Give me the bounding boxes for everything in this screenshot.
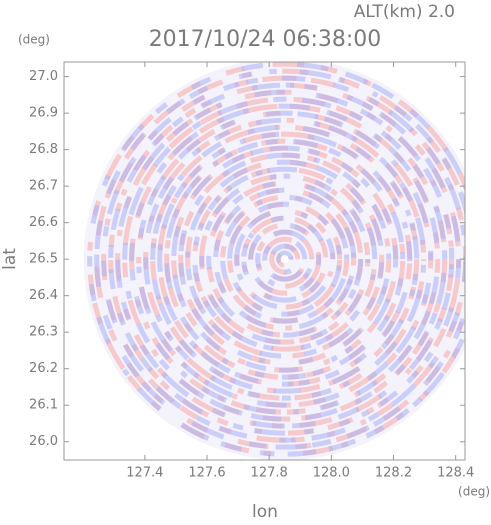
y-tick-label: 26.1	[29, 398, 58, 413]
y-tick-label: 26.3	[29, 325, 58, 340]
radar-ring	[164, 138, 406, 380]
y-tick-label: 26.2	[29, 361, 58, 376]
y-tick-label: 26.0	[29, 434, 58, 449]
chart-title: 2017/10/24 06:38:00	[149, 27, 382, 52]
y-tick-label: 26.7	[29, 179, 58, 194]
radar-ring	[234, 208, 336, 310]
radar-ring	[108, 82, 462, 436]
radar-ring	[129, 103, 441, 415]
radar-center	[280, 255, 289, 264]
x-tick-label: 127.8	[251, 466, 288, 481]
radar-ring	[241, 215, 329, 303]
radar-ring	[227, 201, 343, 317]
radar-ring	[227, 201, 343, 317]
y-tick-label: 26.9	[29, 106, 58, 121]
x-tick-label: 128.2	[375, 466, 412, 481]
radar-ring	[115, 89, 455, 429]
x-tick-label: 128.0	[313, 466, 350, 481]
x-unit: (deg)	[458, 485, 490, 499]
x-axis-label: lon	[252, 502, 278, 521]
radar-ring	[192, 166, 378, 352]
radar-ring	[276, 250, 294, 268]
radar-ring	[150, 124, 420, 394]
radar-ring	[185, 159, 385, 359]
radar-ring	[192, 166, 378, 352]
y-tick-label: 27.0	[29, 69, 58, 84]
radar-ring	[101, 75, 465, 443]
radar-ring	[143, 117, 427, 401]
radar-field	[83, 62, 465, 460]
radar-ring	[94, 68, 465, 450]
radar-ring	[185, 159, 385, 359]
radar-ring	[269, 243, 301, 275]
radar-ring	[87, 62, 465, 457]
radar-ring	[255, 229, 315, 289]
radar-ring	[150, 124, 420, 394]
radar-ring	[178, 152, 392, 366]
radar-ring	[248, 222, 322, 296]
radar-ring	[199, 173, 371, 345]
y-tick-label: 26.5	[29, 252, 58, 267]
radar-ring	[94, 68, 465, 450]
y-tick-label: 26.8	[29, 142, 58, 157]
radar-ring	[122, 96, 448, 422]
radar-ring	[262, 236, 308, 282]
altitude-label: ALT(km) 2.0	[354, 2, 455, 22]
radar-ring	[136, 110, 434, 408]
y-axis-label: lat	[0, 248, 20, 270]
x-tick-label: 128.4	[437, 466, 474, 481]
x-tick-label: 127.4	[126, 466, 163, 481]
radar-ring	[206, 180, 364, 338]
radar-ring	[164, 138, 406, 380]
y-unit: (deg)	[18, 33, 50, 47]
radar-ring	[213, 187, 357, 331]
y-tick-label: 26.6	[29, 215, 58, 230]
radar-ring	[157, 131, 413, 387]
plot-frame	[63, 61, 466, 461]
radar-ring	[220, 194, 350, 324]
x-tick-label: 127.6	[188, 466, 225, 481]
y-tick-label: 26.4	[29, 288, 58, 303]
radar-ring	[87, 62, 465, 457]
radar-ring	[171, 145, 399, 373]
